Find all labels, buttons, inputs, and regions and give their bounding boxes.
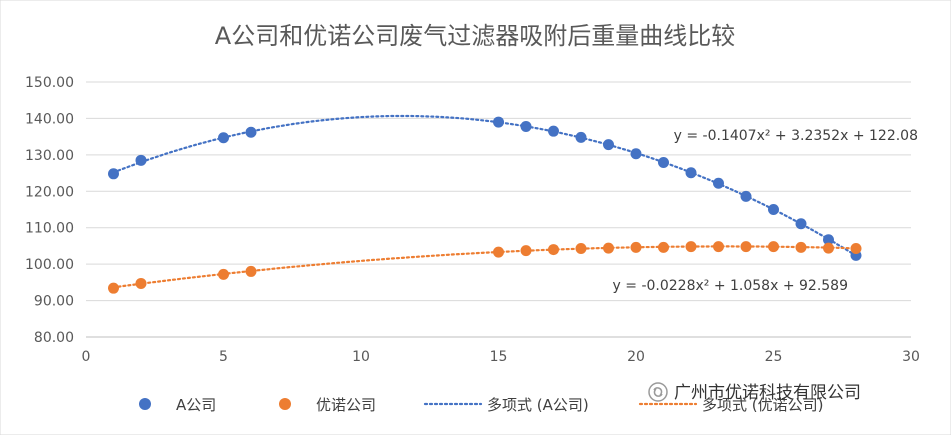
x-tick-label: 30 (902, 349, 920, 365)
y-tick-label: 130.00 (25, 148, 74, 164)
x-tick-label: 20 (627, 349, 645, 365)
data-point-a (520, 120, 532, 132)
data-point-a (603, 139, 614, 151)
trendline-b (112, 245, 858, 289)
x-tick-label: 10 (352, 349, 370, 365)
data-point-a (685, 167, 697, 179)
data-point-a (630, 148, 642, 160)
legend-marker (139, 398, 151, 410)
data-point-b (520, 245, 532, 257)
data-point-a (713, 177, 724, 189)
data-point-b (685, 241, 697, 253)
watermark-text: 广州市优诺科技有限公司 (674, 383, 861, 403)
legend-label: 多项式 (A公司) (487, 396, 589, 414)
legend-label: A公司 (176, 396, 216, 414)
y-tick-label: 100.00 (25, 257, 74, 273)
data-point-a (548, 125, 559, 137)
data-point-a (108, 168, 119, 180)
data-point-b (493, 246, 504, 258)
data-points (108, 116, 862, 294)
chart-title: A公司和优诺公司废气过滤器吸附后重量曲线比较 (215, 22, 735, 50)
data-point-a (218, 132, 229, 144)
data-point-b (108, 282, 119, 294)
data-point-b (603, 242, 614, 254)
y-tick-label: 140.00 (25, 111, 74, 127)
data-point-b (245, 265, 257, 277)
legend: A公司 优诺公司 多项式 (A公司) 多项式 (优诺公司) (139, 396, 823, 414)
x-tick-label: 15 (490, 349, 508, 365)
data-point-b (768, 241, 779, 253)
data-point-b (548, 244, 559, 256)
data-point-b (850, 242, 862, 254)
x-tick-label: 5 (219, 349, 228, 365)
data-point-b (135, 277, 147, 289)
trendline-equation-a: y = -0.1407x² + 3.2352x + 122.08 (674, 128, 918, 144)
data-point-a (135, 154, 147, 166)
data-point-a (795, 218, 807, 230)
data-point-a (768, 204, 779, 215)
y-tick-label: 80.00 (34, 330, 74, 346)
trendline-a (112, 114, 858, 257)
legend-marker (279, 398, 291, 410)
y-tick-label: 90.00 (34, 294, 74, 310)
watermark: 广州市优诺科技有限公司 (648, 382, 861, 403)
data-point-b (795, 241, 807, 253)
legend-label: 优诺公司 (316, 396, 376, 414)
data-point-b (630, 241, 642, 253)
axis-ticks: 80.00 90.00 100.00 110.00 120.00 130.00 140.00… (25, 75, 920, 365)
data-point-b (218, 268, 229, 280)
data-point-a (245, 126, 257, 138)
data-point-b (575, 242, 587, 254)
trendlines (112, 114, 858, 289)
y-tick-label: 150.00 (25, 75, 74, 91)
legend-label: 多项式 (优诺公司) (702, 396, 823, 414)
data-point-a (575, 131, 587, 143)
y-tick-label: 120.00 (25, 184, 74, 200)
data-point-a (493, 116, 504, 128)
data-point-a (740, 190, 752, 202)
y-tick-label: 110.00 (25, 221, 74, 237)
trendline-equation-b: y = -0.0228x² + 1.058x + 92.589 (613, 278, 848, 294)
x-tick-label: 0 (82, 349, 91, 365)
data-point-a (823, 234, 834, 246)
data-point-b (713, 241, 724, 253)
data-point-a (658, 157, 669, 169)
x-tick-label: 25 (765, 349, 783, 365)
data-point-b (658, 241, 669, 253)
gridlines (86, 81, 911, 338)
data-point-b (740, 241, 752, 253)
data-point-b (823, 242, 834, 254)
wechat-official-account-icon (648, 382, 668, 402)
